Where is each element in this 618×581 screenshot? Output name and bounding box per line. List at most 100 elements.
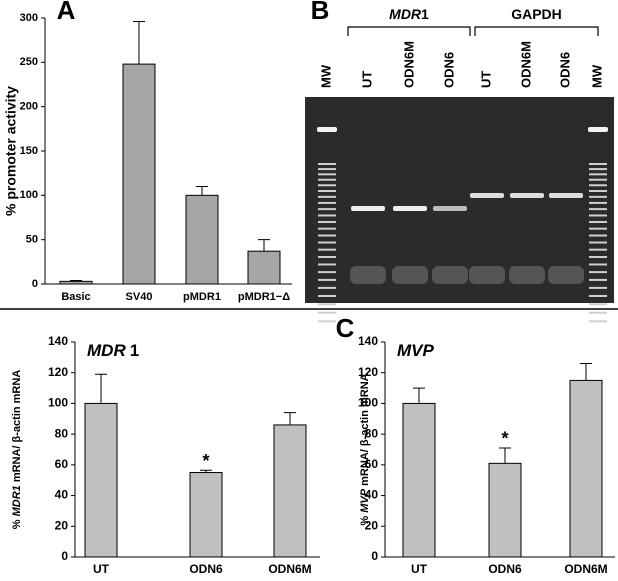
bar (273, 424, 307, 558)
y-tick-label: 120 (358, 365, 378, 379)
ladder-band (588, 127, 608, 132)
y-tick-label: 60 (55, 457, 69, 471)
y-axis-label-part: MVP (359, 488, 371, 513)
bar (569, 379, 603, 558)
lane-label: MW (589, 64, 604, 88)
y-tick-label: 80 (55, 426, 69, 440)
y-tick-label: 50 (26, 234, 38, 246)
ladder-band (318, 173, 336, 176)
y-axis-label: % promoter activity (3, 86, 19, 216)
primer-smear (509, 266, 545, 284)
ladder-band (589, 195, 607, 198)
ladder-band (318, 295, 336, 297)
ladder-band (589, 271, 607, 274)
bar (247, 250, 281, 285)
ladder-band (589, 201, 607, 204)
ladder-band (589, 221, 607, 223)
ladder-band (318, 214, 336, 217)
y-tick-label: 20 (365, 518, 379, 532)
ladder-band (589, 256, 607, 258)
y-tick-label: 250 (20, 56, 38, 68)
ladder-band (318, 320, 336, 323)
ladder-band (318, 303, 336, 306)
x-tick-label: UT (93, 562, 110, 576)
primer-smear (469, 266, 505, 284)
y-tick-label: 150 (20, 145, 38, 157)
y-tick-label: 60 (365, 457, 379, 471)
bar (185, 194, 219, 285)
primer-smear (392, 266, 428, 284)
ladder-band (318, 178, 336, 181)
annotation: * (202, 451, 209, 471)
ladder-band (589, 234, 607, 237)
x-tick-label: UT (411, 562, 428, 576)
bracket (474, 26, 599, 36)
ladder-band (589, 227, 607, 230)
error-bar (258, 239, 270, 252)
bar (122, 63, 156, 285)
y-tick-label: 100 (358, 396, 378, 410)
bar (402, 402, 436, 558)
y-tick-label: 40 (55, 488, 69, 502)
ladder-band (318, 248, 336, 251)
band (470, 193, 504, 198)
ladder-band (589, 286, 607, 289)
y-tick-label: 80 (365, 426, 379, 440)
group-label-part: 1 (421, 6, 429, 22)
error-bar (133, 21, 145, 65)
primer-smear (432, 266, 468, 284)
chart-title: MVP (397, 341, 435, 360)
band (393, 206, 427, 211)
ladder-band (318, 168, 336, 171)
x-tick-label: SV40 (126, 291, 153, 303)
ladder-band (589, 178, 607, 181)
ladder-band (589, 320, 607, 323)
error-bar (95, 373, 107, 404)
error-bar (70, 279, 82, 282)
group-label-part: MDR (389, 6, 422, 22)
ladder-band (318, 163, 336, 165)
ladder-band (318, 263, 336, 266)
chart-title-part: MDR (87, 341, 126, 360)
ladder-band (589, 163, 607, 165)
y-tick-label: 40 (365, 488, 379, 502)
y-tick-label: 120 (48, 365, 68, 379)
y-tick-label: 200 (20, 101, 38, 113)
error-bar (580, 363, 592, 381)
lane-label: ODN6 (557, 52, 572, 88)
x-tick-label: pMDR1 (183, 291, 221, 303)
panel-label: C (336, 313, 355, 343)
error-bar (499, 447, 511, 464)
y-axis-label-part: MDR1 (11, 485, 23, 516)
band (510, 193, 544, 198)
y-tick-label: 20 (55, 518, 69, 532)
y-axis-label-part: % (11, 516, 23, 529)
y-tick-label: 140 (48, 334, 68, 348)
lane-label: UT (359, 71, 374, 88)
ladder-band (318, 190, 336, 192)
y-tick-label: 100 (48, 396, 68, 410)
lane-label: MW (318, 64, 333, 88)
ladder-band (589, 214, 607, 217)
ladder-band (589, 184, 607, 187)
ladder-band (318, 241, 336, 244)
error-bar (196, 185, 208, 196)
y-axis-label-part: mRNA/ β-actin mRNA (11, 370, 23, 486)
ladder-band (589, 295, 607, 297)
y-axis-label: % MVP mRNA/ β-actin mRNA (359, 373, 371, 525)
chart-title-part: MVP (397, 341, 435, 360)
y-tick-label: 0 (371, 549, 378, 563)
group-label-part: GAPDH (511, 6, 562, 22)
annotation: * (501, 429, 508, 449)
error-bar (284, 412, 296, 425)
y-axis-label-part: mRNA/ β-actin mRNA (359, 373, 371, 489)
x-tick-label: pMDR1−Δ (238, 291, 290, 303)
y-tick-label: 0 (61, 549, 68, 563)
bar (59, 280, 93, 285)
ladder-band (318, 195, 336, 198)
y-axis-label: % MDR1 mRNA/ β-actin mRNA (11, 370, 23, 530)
ladder-band (589, 241, 607, 244)
band (351, 206, 385, 211)
ladder-band (318, 286, 336, 289)
